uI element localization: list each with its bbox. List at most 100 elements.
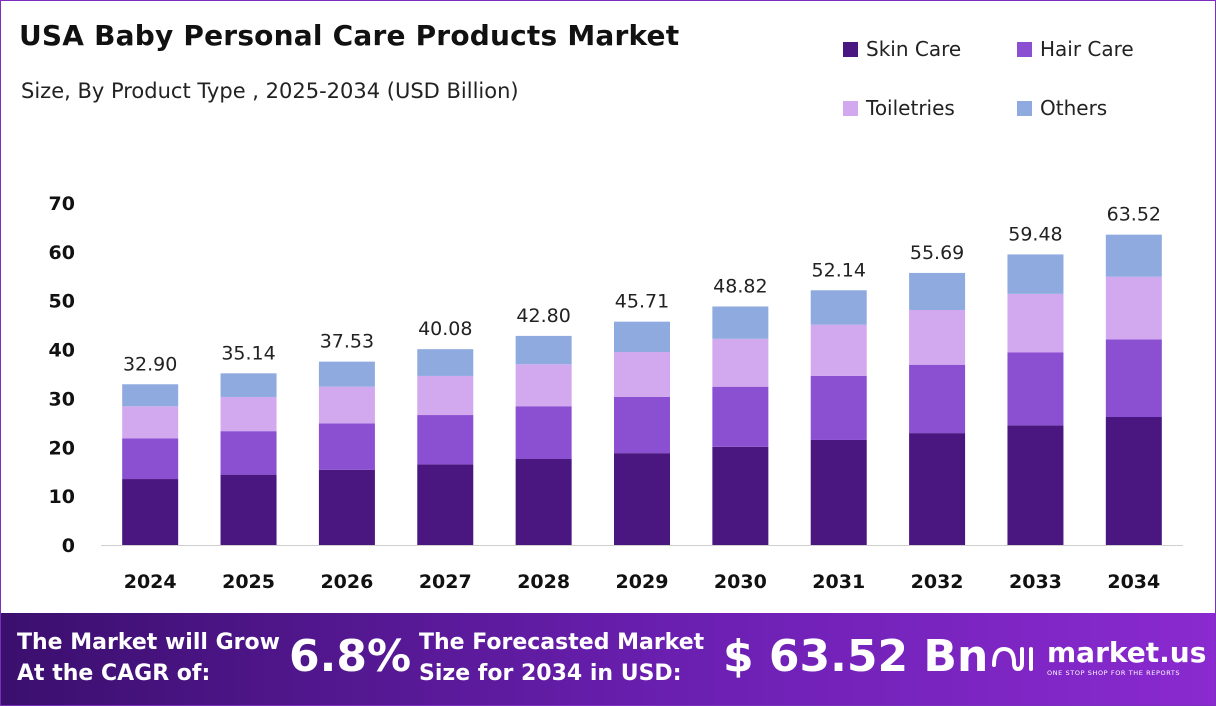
bar-total-label: 45.71: [615, 291, 669, 313]
x-tick-label: 2025: [222, 571, 275, 593]
x-tick-label: 2028: [517, 571, 570, 593]
bar-segment-hair-care: [417, 415, 474, 465]
cagr-value: 6.8%: [289, 631, 412, 682]
bar-segment-others: [220, 373, 277, 397]
bar-total-label: 48.82: [713, 275, 767, 297]
bar-segment-hair-care: [122, 438, 179, 480]
brand-logo: market.us ONE STOP SHOP FOR THE REPORTS: [991, 639, 1206, 677]
chart-subtitle: Size, By Product Type , 2025-2034 (USD B…: [21, 79, 519, 103]
legend-item-toiletries: Toiletries: [843, 96, 955, 120]
bar-segment-hair-care: [1105, 339, 1162, 417]
bar-segment-others: [515, 335, 572, 365]
bar-segment-toiletries: [515, 364, 572, 407]
bar-segment-hair-care: [318, 423, 375, 470]
x-tick-label: 2024: [124, 571, 177, 593]
legend-label-skin-care: Skin Care: [866, 37, 962, 61]
bar-segment-toiletries: [1007, 293, 1064, 353]
brand-tagline: ONE STOP SHOP FOR THE REPORTS: [1047, 669, 1181, 677]
y-tick-label: 20: [49, 437, 75, 459]
y-tick-label: 10: [49, 486, 75, 508]
bar-segment-hair-care: [220, 431, 277, 475]
y-tick-label: 70: [49, 193, 75, 215]
bar-segment-others: [614, 321, 670, 353]
bar-segment-skin-care: [614, 453, 670, 545]
bar-segment-skin-care: [909, 433, 966, 545]
cagr-label-line1: The Market will Grow: [17, 630, 280, 655]
bar-total-label: 35.14: [221, 342, 275, 364]
y-tick-label: 50: [49, 291, 75, 313]
x-tick-label: 2031: [812, 571, 865, 593]
bar-segment-others: [122, 384, 179, 407]
cagr-label: The Market will Grow At the CAGR of:: [17, 627, 280, 689]
bar-total-label: 63.52: [1107, 204, 1161, 226]
bar-total-label: 52.14: [812, 259, 866, 281]
legend-item-others: Others: [1017, 96, 1107, 120]
bar-segment-toiletries: [417, 375, 474, 416]
bar-segment-skin-care: [318, 469, 375, 545]
cagr-label-line2: At the CAGR of:: [17, 661, 211, 686]
forecast-value: $ 63.52 Bn: [723, 631, 989, 682]
x-tick-label: 2029: [616, 571, 669, 593]
legend-swatch-skin-care: [843, 41, 858, 57]
bar-segment-others: [318, 361, 375, 387]
x-tick-label: 2032: [911, 571, 964, 593]
bar-segment-others: [712, 306, 769, 339]
bar-segment-hair-care: [810, 375, 867, 440]
forecast-label-line1: The Forecasted Market: [419, 630, 705, 655]
legend-item-skin-care: Skin Care: [843, 37, 961, 61]
forecast-label: The Forecasted Market Size for 2034 in U…: [419, 627, 704, 689]
bar-segment-skin-care: [220, 474, 277, 545]
legend-item-hair-care: Hair Care: [1017, 37, 1134, 61]
bar-segment-toiletries: [712, 338, 769, 387]
legend-swatch-toiletries: [843, 100, 858, 116]
bar-segment-others: [810, 290, 867, 325]
legend-label-others: Others: [1040, 96, 1108, 120]
bar-segment-toiletries: [810, 324, 867, 376]
bar-segment-skin-care: [1105, 416, 1162, 545]
legend-label-toiletries: Toiletries: [866, 96, 955, 120]
forecast-label-line2: Size for 2034 in USD:: [419, 661, 682, 686]
market-us-logo-icon: [992, 646, 1033, 672]
bar-segment-hair-care: [909, 364, 966, 434]
stacked-bar-chart: 01020304050607032.90202435.14202537.5320…: [49, 193, 1183, 593]
bar-total-label: 55.69: [910, 242, 964, 264]
bar-segment-skin-care: [122, 479, 179, 545]
legend-swatch-hair-care: [1017, 41, 1032, 57]
bar-segment-skin-care: [1007, 425, 1064, 545]
bar-total-label: 32.90: [123, 353, 177, 375]
bar-segment-skin-care: [810, 439, 867, 545]
bar-segment-others: [1007, 254, 1064, 294]
bar-segment-hair-care: [515, 406, 572, 460]
chart-title: USA Baby Personal Care Products Market: [19, 19, 680, 52]
x-tick-label: 2026: [320, 571, 373, 593]
x-tick-label: 2030: [714, 571, 767, 593]
bar-segment-hair-care: [712, 386, 769, 447]
bar-segment-toiletries: [909, 309, 966, 365]
bar-segment-skin-care: [417, 464, 474, 545]
bar-segment-others: [1105, 234, 1162, 277]
y-tick-label: 30: [49, 388, 75, 410]
y-tick-label: 0: [62, 535, 75, 557]
bar-segment-toiletries: [122, 406, 179, 439]
x-tick-label: 2027: [419, 571, 472, 593]
y-tick-label: 60: [49, 242, 75, 264]
bar-segment-skin-care: [712, 446, 769, 545]
bar-total-label: 42.80: [516, 305, 570, 327]
bar-segment-skin-care: [515, 459, 572, 545]
bar-segment-others: [417, 349, 474, 376]
brand-name: market.us: [1047, 636, 1207, 669]
bar-total-label: 59.48: [1008, 223, 1062, 245]
bar-segment-others: [909, 272, 966, 310]
y-tick-label: 40: [49, 340, 75, 362]
x-tick-label: 2034: [1107, 571, 1160, 593]
legend-swatch-others: [1017, 100, 1032, 116]
bar-segment-toiletries: [614, 352, 670, 397]
bar-segment-toiletries: [318, 386, 375, 424]
bar-total-label: 37.53: [320, 331, 374, 353]
legend-label-hair-care: Hair Care: [1040, 37, 1134, 61]
bar-segment-toiletries: [1105, 276, 1162, 340]
bar-segment-hair-care: [1007, 352, 1064, 426]
bar-segment-toiletries: [220, 396, 277, 432]
summary-banner: The Market will Grow At the CAGR of: 6.8…: [1, 613, 1215, 705]
